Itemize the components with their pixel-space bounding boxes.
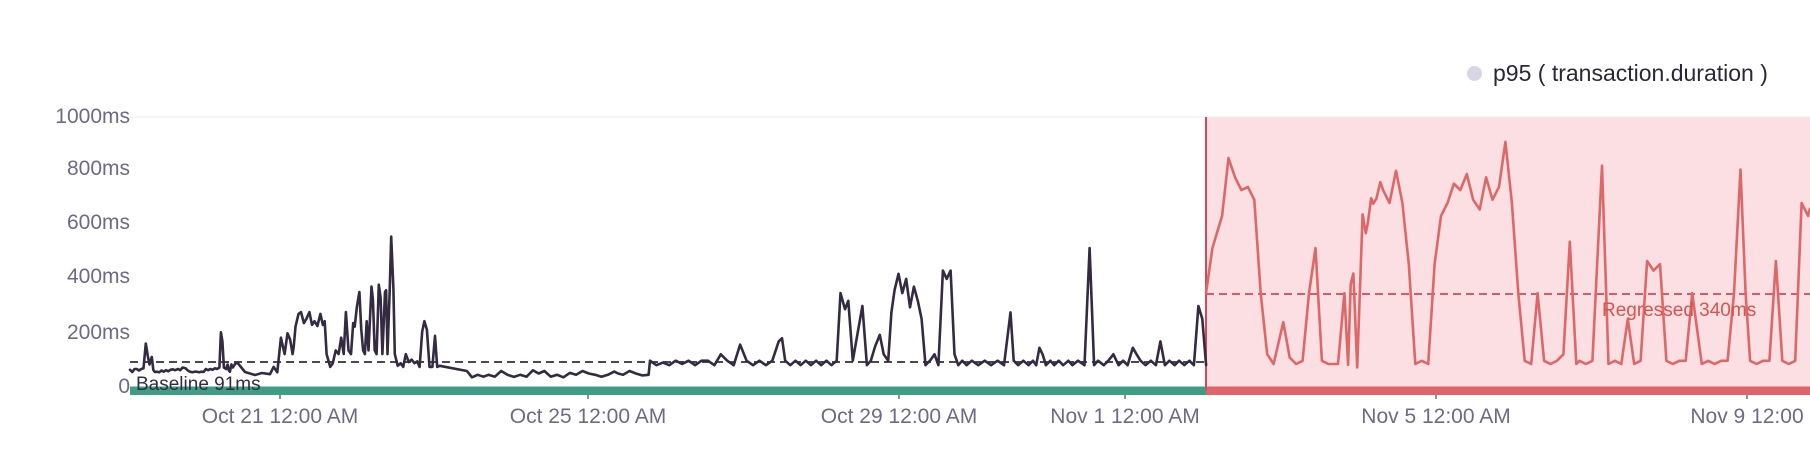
svg-text:Baseline 91ms: Baseline 91ms xyxy=(136,374,261,395)
svg-text:Regressed 340ms: Regressed 340ms xyxy=(1602,300,1756,321)
